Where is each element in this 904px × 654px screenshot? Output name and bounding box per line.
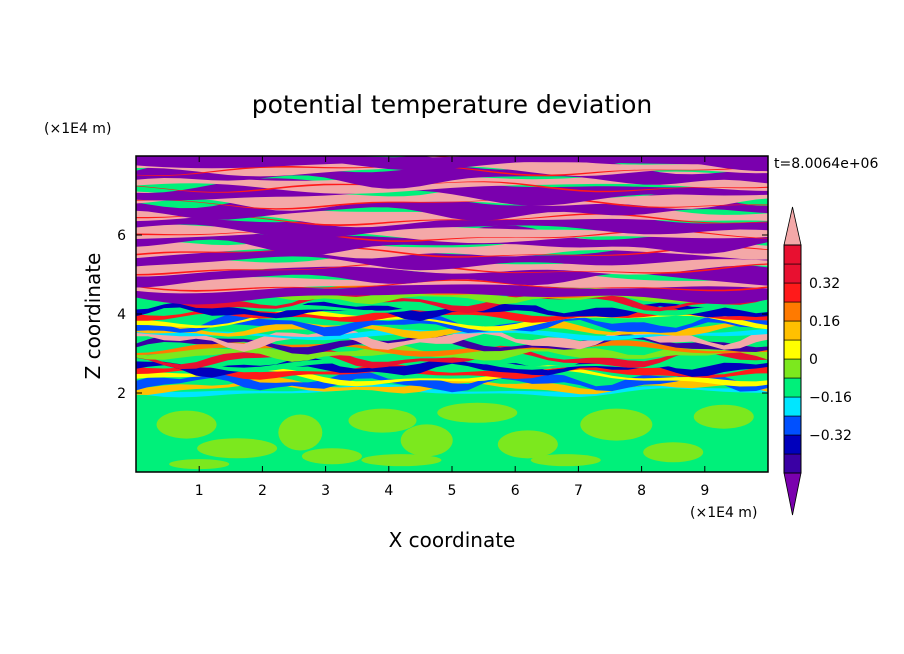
x-tick-label: 3 — [321, 483, 330, 499]
colorbar-swatch — [783, 377, 802, 398]
plot-area — [136, 156, 768, 472]
x-axis-label: X coordinate — [389, 528, 516, 552]
field-patch — [197, 438, 278, 459]
colorbar-swatch — [783, 358, 802, 379]
field-layer — [136, 156, 768, 470]
time-label: t=8.0064e+06 — [774, 156, 878, 172]
chart-title: potential temperature deviation — [252, 90, 652, 119]
colorbar-swatch — [783, 301, 802, 322]
colorbar-label: −0.32 — [809, 428, 852, 444]
field-band-edge — [136, 279, 768, 292]
y-tick-label: 2 — [117, 386, 126, 402]
colorbar-max-triangle — [783, 206, 802, 246]
x-tick-label: 2 — [258, 483, 267, 499]
colorbar: 0.32 0.16 0 −0.16 −0.32 — [783, 206, 852, 516]
x-tick-label: 1 — [195, 483, 204, 499]
colorbar-swatch — [783, 339, 802, 360]
x-tick-label: 7 — [574, 483, 583, 499]
colorbar-swatch — [783, 282, 802, 303]
colorbar-frame — [783, 244, 802, 474]
field-band-negative — [136, 275, 768, 305]
colorbar-label: −0.16 — [809, 390, 852, 406]
field-band-edge — [136, 213, 768, 226]
colorbar-swatch — [783, 320, 802, 341]
field-patch — [348, 408, 417, 433]
field-band-edge — [136, 156, 542, 160]
field-band — [136, 363, 768, 380]
field-patch — [278, 414, 323, 451]
field-band — [136, 326, 768, 352]
field-band — [136, 365, 768, 387]
colorbar-swatch — [783, 263, 802, 284]
colorbar-swatch — [783, 415, 802, 436]
colorbar-label: 0 — [809, 352, 818, 368]
x-tick-label: 5 — [448, 483, 457, 499]
x-axis: 1 2 3 4 5 6 7 8 9 — [195, 156, 709, 499]
field-band-positive — [136, 187, 768, 211]
colorbar-swatch — [783, 434, 802, 455]
field-patch — [643, 442, 704, 463]
y-axis-label: Z coordinate — [81, 253, 105, 380]
field-patch — [169, 459, 230, 470]
field-band-edge — [136, 181, 768, 193]
field-patch — [530, 454, 601, 467]
y-tick-label: 6 — [117, 228, 126, 244]
x-tick-label: 6 — [511, 483, 520, 499]
field-band-negative — [136, 156, 768, 169]
x-tick-label: 9 — [700, 483, 709, 499]
field-patch — [497, 430, 558, 459]
field-band — [136, 383, 768, 398]
field-patch — [693, 404, 754, 429]
x-tick-label: 8 — [637, 483, 646, 499]
y-axis-unit: (×1E4 m) — [44, 121, 111, 137]
colorbar-swatch — [783, 396, 802, 417]
colorbar-label: 0.16 — [809, 314, 840, 330]
field-patch — [156, 410, 217, 439]
colorbar-swatch — [783, 244, 802, 265]
field-patch — [580, 408, 653, 441]
y-tick-label: 4 — [117, 307, 126, 323]
y-axis: 2 4 6 — [117, 228, 768, 402]
field-band — [136, 340, 768, 357]
colorbar-swatch — [783, 453, 802, 474]
field-patch — [301, 448, 362, 465]
colorbar-label: 0.32 — [809, 276, 840, 292]
field-band — [136, 370, 768, 393]
colorbar-min-triangle — [783, 472, 802, 516]
field-patch — [437, 402, 518, 423]
field-patch — [400, 424, 453, 457]
field-band — [136, 328, 768, 341]
field-patch — [361, 454, 442, 467]
x-axis-unit: (×1E4 m) — [690, 505, 757, 521]
x-tick-label: 4 — [384, 483, 393, 499]
